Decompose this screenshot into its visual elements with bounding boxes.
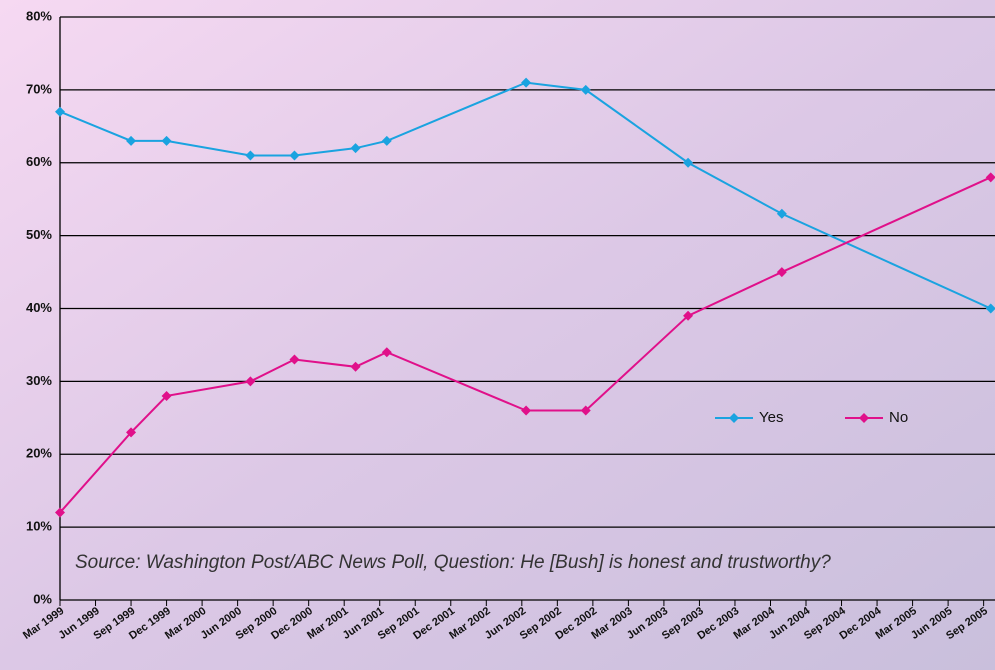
legend-label: Yes	[759, 409, 783, 426]
y-tick-label: 70%	[26, 81, 52, 96]
legend-label: No	[889, 409, 908, 426]
chart: Source: Washington Post/ABC News Poll, Q…	[0, 0, 995, 670]
y-tick-label: 40%	[26, 300, 52, 315]
source-note: Source: Washington Post/ABC News Poll, Q…	[75, 552, 831, 573]
y-tick-label: 50%	[26, 227, 52, 242]
y-tick-label: 60%	[26, 154, 52, 169]
y-tick-label: 0%	[33, 591, 52, 606]
y-tick-label: 20%	[26, 446, 52, 461]
y-tick-label: 80%	[26, 8, 52, 23]
y-tick-label: 10%	[26, 519, 52, 534]
y-tick-label: 30%	[26, 373, 52, 388]
